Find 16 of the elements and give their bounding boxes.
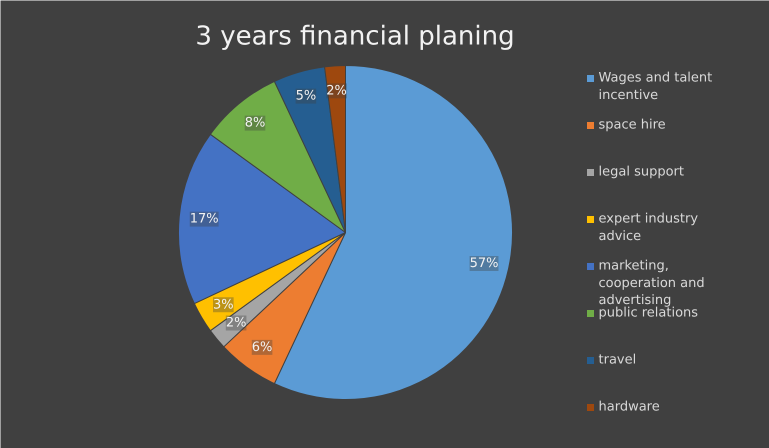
legend-label: space hire (598, 118, 666, 132)
legend-label: marketing, cooperation and advertising (598, 258, 705, 308)
legend-label: travel (598, 352, 636, 368)
data-label: 3% (213, 297, 234, 312)
data-label: 8% (244, 116, 266, 131)
legend-label: expert industry advice (598, 212, 698, 244)
data-label: 5% (296, 88, 316, 104)
data-label: 6% (252, 340, 272, 355)
legend-label: hardware (598, 400, 660, 414)
data-label: 57% (470, 256, 498, 271)
chart-title: 3 years financial planing (195, 22, 515, 52)
legend-label: Wages and talent incentive (598, 70, 712, 103)
legend-label: legal support (598, 164, 684, 180)
data-label: 17% (190, 212, 219, 227)
legend-label: public relations (598, 306, 698, 320)
data-label: 2% (226, 315, 246, 330)
